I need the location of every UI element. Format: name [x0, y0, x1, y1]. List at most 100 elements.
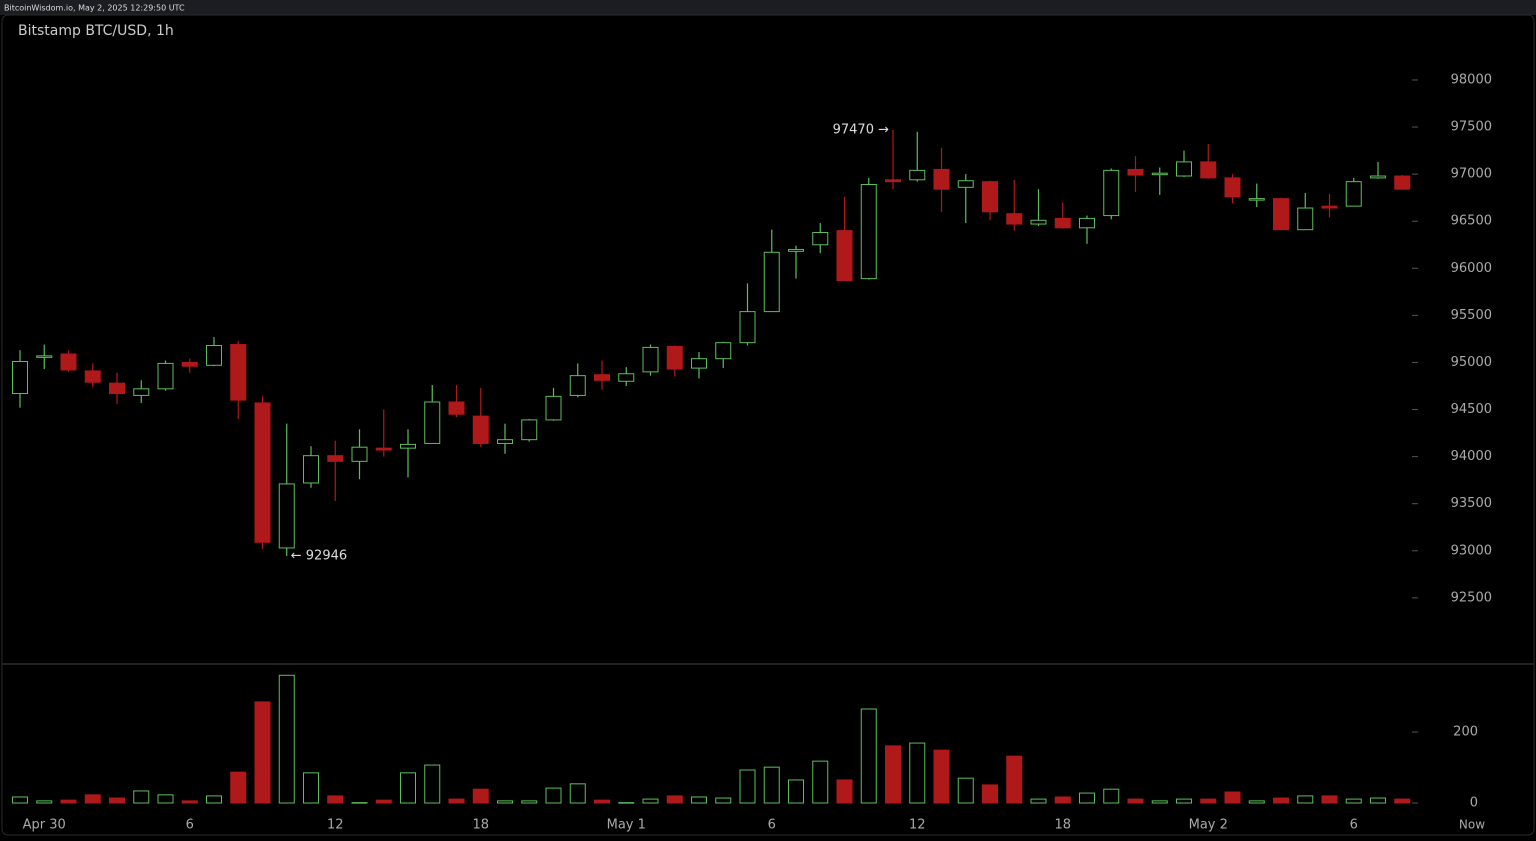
x-tick-label: Apr 30	[23, 818, 66, 833]
volume-bar	[230, 771, 247, 804]
candle-body	[1006, 213, 1023, 225]
top-bar	[0, 0, 1536, 15]
x-tick-label: 18	[1054, 818, 1071, 833]
candle-body	[569, 375, 586, 396]
candle-body	[715, 342, 732, 360]
y-tick-label: 94500	[1451, 402, 1492, 417]
candle-body	[1030, 219, 1047, 225]
candle-body	[448, 401, 465, 415]
candle-body	[1127, 168, 1144, 176]
volume-bar	[1030, 798, 1047, 804]
volume-bar	[109, 797, 125, 804]
x-tick-label: 18	[472, 818, 489, 833]
candle-body	[109, 382, 125, 395]
high-annotation: 97470 →	[833, 122, 889, 137]
volume-bar	[715, 797, 732, 804]
x-tick-label: 6	[1350, 818, 1358, 833]
y-tick-label: 98000	[1451, 72, 1492, 87]
volume-bar	[521, 800, 538, 804]
volume-bar	[594, 799, 610, 804]
volume-bar	[1200, 798, 1217, 804]
x-tick-label: 6	[768, 818, 776, 833]
y-tick-label: 97500	[1451, 120, 1492, 135]
candle-body	[12, 361, 28, 395]
volume-bar	[1345, 798, 1362, 804]
candle-body	[739, 311, 756, 344]
volume-bar	[1370, 797, 1386, 804]
volume-bar	[181, 800, 198, 804]
volume-bar	[836, 779, 853, 804]
x-tick-label: May 1	[607, 818, 646, 833]
candle-body	[618, 373, 635, 382]
volume-bar	[1127, 798, 1144, 804]
y-tick-label: 97000	[1451, 167, 1492, 182]
volume-bar	[860, 708, 877, 804]
candle-body	[375, 447, 392, 451]
volume-bar	[569, 783, 586, 804]
candle-body	[84, 370, 101, 383]
volume-bar	[1224, 791, 1241, 804]
candle-body	[982, 181, 998, 213]
candle-body	[909, 169, 926, 181]
volume-bar	[1006, 755, 1023, 804]
volume-bar	[157, 794, 174, 804]
candle-body	[594, 374, 610, 381]
candle-body	[1079, 217, 1095, 229]
candle-body	[885, 179, 901, 183]
volume-bar	[400, 772, 416, 804]
candle-body	[1151, 172, 1168, 176]
x-tick-label: 6	[186, 818, 194, 833]
volume-bar	[618, 802, 635, 804]
candle-body	[60, 353, 77, 371]
candle-body	[206, 345, 222, 366]
volume-bar	[278, 674, 295, 804]
y-tick-label: 93500	[1451, 496, 1492, 511]
volume-bar	[36, 800, 53, 804]
volume-bar	[1273, 797, 1289, 804]
candle-body	[181, 361, 198, 367]
candle-body	[763, 251, 780, 313]
candle-body	[933, 168, 950, 190]
header-text: BitcoinWisdom.io, May 2, 2025 12:29:50 U…	[4, 4, 185, 13]
candle-body	[1224, 177, 1241, 198]
y-tick-label: 96000	[1451, 261, 1492, 276]
candle-body	[1248, 198, 1265, 201]
candle-body	[1176, 161, 1192, 177]
candle-body	[1370, 175, 1386, 179]
y-tick-label: 94000	[1451, 449, 1492, 464]
candle-body	[157, 362, 174, 390]
volume-bar	[982, 784, 998, 804]
candle-body	[1345, 181, 1362, 207]
volume-bar	[933, 749, 950, 804]
volume-bar	[1151, 800, 1168, 804]
volume-bar	[254, 701, 271, 804]
volume-bar	[545, 787, 562, 804]
volume-bar	[206, 795, 222, 804]
volume-bar	[1054, 796, 1071, 804]
candle-body	[230, 344, 247, 401]
volume-bar	[133, 790, 150, 804]
volume-bar	[1248, 800, 1265, 804]
y-tick-label: 95000	[1451, 355, 1492, 370]
volume-bar	[1394, 798, 1411, 804]
x-tick-label: 12	[327, 818, 344, 833]
candle-body	[1103, 169, 1120, 217]
candle-body	[472, 415, 489, 444]
now-label: Now	[1459, 818, 1485, 832]
candle-body	[400, 443, 416, 449]
candle-body	[666, 345, 683, 370]
volume-bar	[957, 777, 974, 804]
candle-body	[1054, 217, 1071, 229]
volume-bar	[1176, 798, 1192, 804]
candle-body	[812, 232, 829, 246]
candle-body	[327, 455, 344, 462]
volume-bar	[642, 798, 659, 804]
volume-bar	[1297, 795, 1314, 804]
volume-bar	[327, 795, 344, 804]
y-tick-label: 93000	[1451, 543, 1492, 558]
candle-body	[1200, 161, 1217, 179]
candle-body	[254, 402, 271, 543]
